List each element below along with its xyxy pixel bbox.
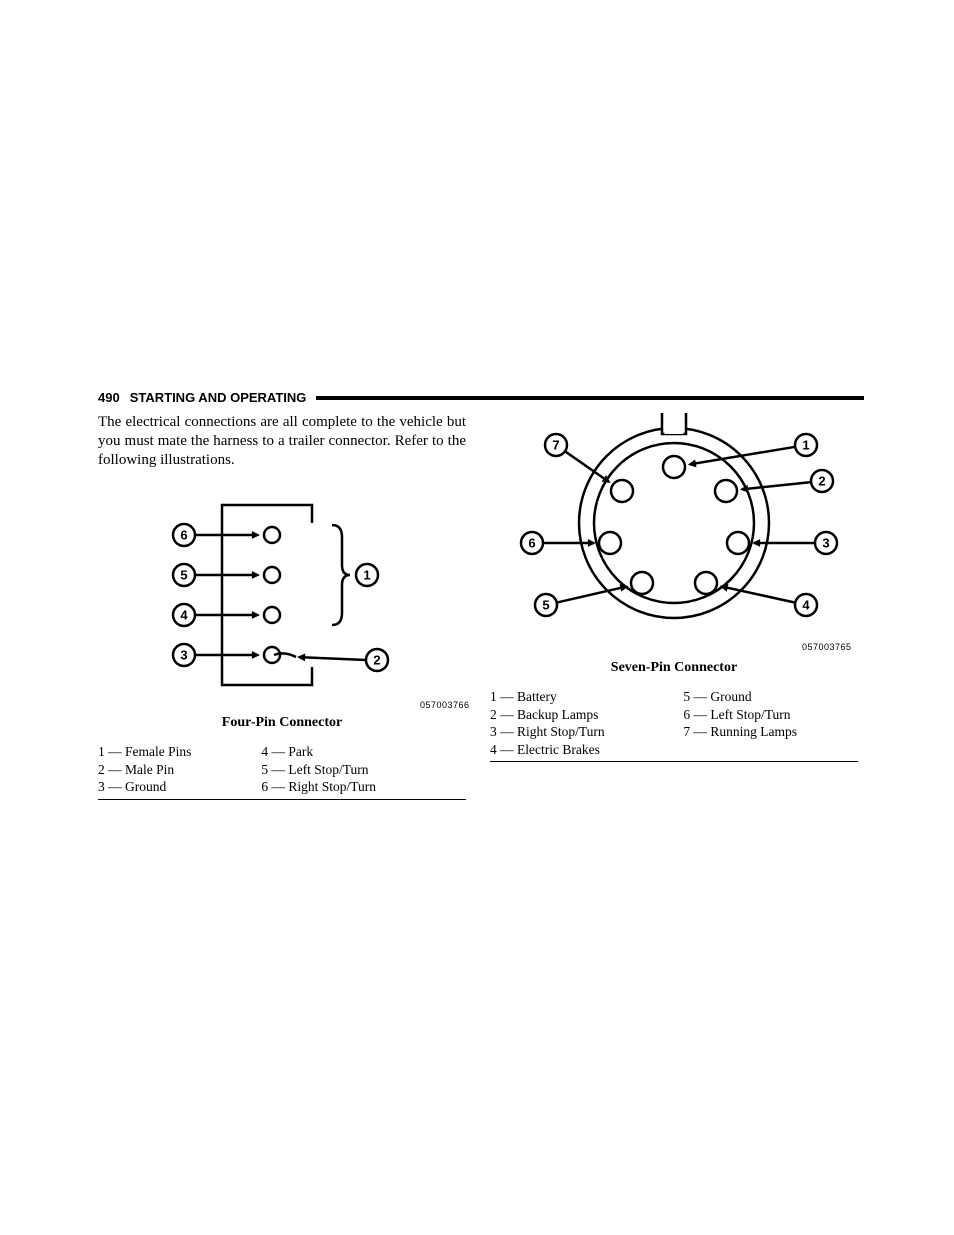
legend-item: 5 — Ground <box>683 688 853 706</box>
svg-text:5: 5 <box>180 568 187 583</box>
figure-four-pin: 1 2 3 4 5 6 <box>98 495 466 700</box>
svg-text:7: 7 <box>552 438 559 453</box>
four-pin-diagram: 1 2 3 4 5 6 <box>152 495 412 695</box>
svg-text:2: 2 <box>818 474 825 489</box>
body-paragraph: The electrical connections are all compl… <box>98 413 466 469</box>
legend-item: 3 — Right Stop/Turn <box>490 723 680 741</box>
svg-text:4: 4 <box>180 608 188 623</box>
svg-text:1: 1 <box>363 568 370 583</box>
figure-id-right: 057003765 <box>802 642 852 652</box>
header-rule <box>316 396 864 400</box>
svg-text:3: 3 <box>180 648 187 663</box>
seven-pin-diagram: 1 2 3 4 5 6 7 <box>494 413 854 633</box>
legend-item: 1 — Battery <box>490 688 680 706</box>
svg-text:6: 6 <box>180 528 187 543</box>
legend-item: 2 — Male Pin <box>98 761 258 779</box>
legend-item: 2 — Backup Lamps <box>490 706 680 724</box>
section-title: STARTING AND OPERATING <box>130 390 307 405</box>
legend-item: 6 — Right Stop/Turn <box>261 778 451 796</box>
section-header: 490 STARTING AND OPERATING <box>98 390 864 405</box>
figure-id-left: 057003766 <box>420 700 470 710</box>
legend-item: 3 — Ground <box>98 778 258 796</box>
caption-four-pin: Four-Pin Connector <box>98 715 466 731</box>
figure-seven-pin: 1 2 3 4 5 6 7 <box>490 413 858 638</box>
legend-item: 1 — Female Pins <box>98 743 258 761</box>
svg-text:5: 5 <box>542 598 549 613</box>
legend-item: 4 — Electric Brakes <box>490 741 680 759</box>
legend-item: 5 — Left Stop/Turn <box>261 761 451 779</box>
svg-text:2: 2 <box>373 653 380 668</box>
svg-text:1: 1 <box>802 438 809 453</box>
legend-item: 7 — Running Lamps <box>683 723 853 741</box>
legend-seven-pin: 1 — Battery 2 — Backup Lamps 3 — Right S… <box>490 688 858 762</box>
caption-seven-pin: Seven-Pin Connector <box>490 660 858 676</box>
svg-text:6: 6 <box>528 536 535 551</box>
legend-item: 6 — Left Stop/Turn <box>683 706 853 724</box>
svg-text:4: 4 <box>802 598 810 613</box>
page-number: 490 <box>98 390 120 405</box>
legend-item: 4 — Park <box>261 743 451 761</box>
legend-four-pin: 1 — Female Pins 2 — Male Pin 3 — Ground … <box>98 743 466 800</box>
svg-text:3: 3 <box>822 536 829 551</box>
